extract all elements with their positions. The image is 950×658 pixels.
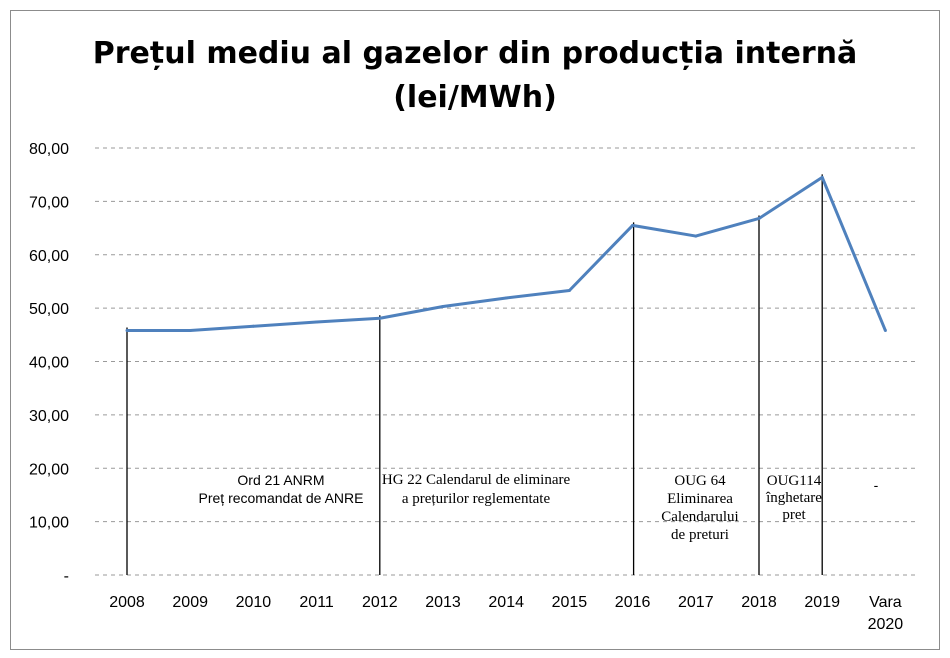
y-tick-label: 50,00: [29, 301, 69, 318]
series-point: [883, 329, 887, 333]
x-tick-label: 2019: [804, 594, 840, 611]
series-point: [567, 289, 571, 293]
series-point: [694, 234, 698, 238]
y-tick-label: 40,00: [29, 355, 69, 372]
chart-title: Prețul mediu al gazelor din producția in…: [0, 32, 950, 120]
series-point: [441, 305, 445, 309]
chart-title-main: Prețul mediu al gazelor din producția in…: [92, 36, 858, 71]
series-point: [504, 296, 508, 300]
series-line: [127, 175, 887, 333]
x-tick-label: 2013: [425, 594, 461, 611]
gridlines: [95, 147, 918, 576]
x-tick-label: 2010: [236, 594, 272, 611]
series-point: [188, 329, 192, 333]
y-tick-label: 10,00: [29, 515, 69, 532]
x-tick-label: 2018: [741, 594, 777, 611]
annotations: Ord 21 ANRM Preț recomandat de ANRE HG 22 …: [199, 472, 879, 543]
series-point: [631, 223, 635, 227]
x-tick-label: 2012: [362, 594, 398, 611]
y-tick-label: 30,00: [29, 408, 69, 425]
series-point: [757, 216, 761, 220]
annotation-label: Ord 21 ANRM Preț recomandat de ANRE: [199, 472, 364, 506]
x-tick-label: 2009: [172, 594, 208, 611]
x-tick-label: 2017: [678, 594, 714, 611]
y-tick-label: 80,00: [29, 141, 69, 158]
annotation-label: HG 22 Calendarul de eliminare a prețurilo…: [382, 472, 571, 507]
x-tick-label: 2008: [109, 594, 145, 611]
x-tick-label: 2014: [488, 594, 524, 611]
chart-frame: [10, 10, 940, 650]
x-axis-ticks: 2008 2009 2010 2011 2012 2013 2014 2015 2016 2017…: [109, 594, 903, 633]
series-point: [125, 329, 129, 333]
y-axis-ticks: - 10,00 20,00 30,00 40,00 50,00 60,00 70,00 80,0…: [29, 141, 69, 585]
chart-subtitle: (lei/MWh): [393, 80, 557, 115]
series-point: [315, 320, 319, 324]
series-point: [251, 324, 255, 328]
annotation-label: OUG 64 Eliminarea Calendarului de preturi: [661, 473, 738, 543]
series-layer: [125, 175, 887, 333]
y-tick-label: 20,00: [29, 461, 69, 478]
annotation-label: OUG114 înghetare pret: [765, 473, 822, 523]
x-tick-label: 2011: [299, 594, 334, 611]
series-point: [820, 175, 824, 179]
y-tick-label: -: [64, 568, 69, 585]
x-tick-label: Vara 2020: [868, 594, 904, 633]
y-tick-label: 70,00: [29, 194, 69, 211]
y-tick-label: 60,00: [29, 248, 69, 265]
x-tick-label: 2015: [552, 594, 588, 611]
series-point: [378, 316, 382, 320]
event-markers: [126, 174, 823, 575]
annotation-label: -: [874, 477, 879, 493]
x-tick-label: 2016: [615, 594, 651, 611]
